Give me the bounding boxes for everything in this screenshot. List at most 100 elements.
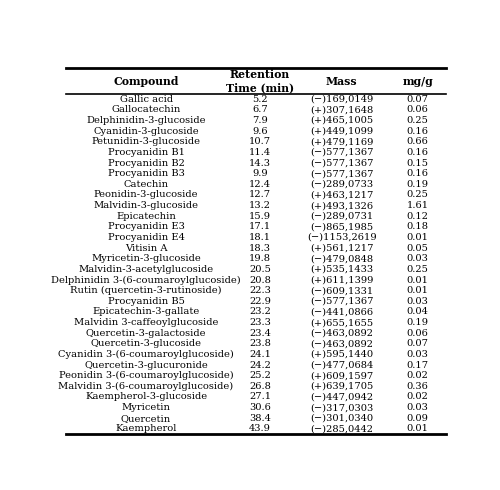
Text: (−)479,0848: (−)479,0848 [310, 254, 374, 263]
Text: 13.2: 13.2 [249, 201, 271, 210]
Text: (−)463,0892: (−)463,0892 [310, 329, 373, 338]
Text: 0.09: 0.09 [406, 414, 428, 423]
Text: (−)169,0149: (−)169,0149 [310, 95, 374, 104]
Text: 17.1: 17.1 [249, 222, 271, 231]
Text: 0.19: 0.19 [406, 180, 428, 189]
Text: 0.12: 0.12 [406, 212, 428, 220]
Text: (−)447,0942: (−)447,0942 [310, 392, 374, 401]
Text: (+)655,1655: (+)655,1655 [310, 318, 374, 327]
Text: Kaempherol-3-glucoside: Kaempherol-3-glucoside [85, 392, 207, 401]
Text: 5.2: 5.2 [252, 95, 268, 104]
Text: Procyanidin B1: Procyanidin B1 [108, 148, 184, 157]
Text: Epicatechin-3-gallate: Epicatechin-3-gallate [92, 307, 200, 317]
Text: 0.25: 0.25 [406, 116, 428, 125]
Text: 0.03: 0.03 [406, 350, 428, 359]
Text: (−)865,1985: (−)865,1985 [310, 222, 374, 231]
Text: 0.17: 0.17 [406, 361, 428, 369]
Text: Malvidin 3-(6-coumaroylglucoside): Malvidin 3-(6-coumaroylglucoside) [58, 382, 234, 391]
Text: 43.9: 43.9 [249, 424, 271, 433]
Text: 10.7: 10.7 [249, 137, 271, 146]
Text: Epicatechin: Epicatechin [116, 212, 176, 220]
Text: 24.2: 24.2 [249, 361, 271, 369]
Text: 22.3: 22.3 [249, 286, 271, 295]
Text: (+)535,1433: (+)535,1433 [310, 265, 374, 274]
Text: 0.02: 0.02 [406, 392, 428, 401]
Text: 11.4: 11.4 [249, 148, 271, 157]
Text: 0.01: 0.01 [406, 233, 428, 242]
Text: Vitisin A: Vitisin A [125, 244, 168, 253]
Text: 18.1: 18.1 [249, 233, 271, 242]
Text: 12.7: 12.7 [249, 191, 271, 199]
Text: 0.07: 0.07 [406, 339, 428, 348]
Text: 18.3: 18.3 [249, 244, 271, 253]
Text: (+)611,1399: (+)611,1399 [310, 275, 374, 285]
Text: (−)577,1367: (−)577,1367 [310, 148, 374, 157]
Text: Mass: Mass [326, 75, 358, 87]
Text: Cyanidin-3-glucoside: Cyanidin-3-glucoside [94, 126, 199, 136]
Text: 0.03: 0.03 [406, 403, 428, 412]
Text: Gallocatechin: Gallocatechin [112, 105, 181, 114]
Text: 9.6: 9.6 [252, 126, 268, 136]
Text: (−)289,0733: (−)289,0733 [310, 180, 374, 189]
Text: (−)477,0684: (−)477,0684 [310, 361, 374, 369]
Text: 0.66: 0.66 [406, 137, 428, 146]
Text: (−)441,0866: (−)441,0866 [310, 307, 374, 317]
Text: 0.36: 0.36 [406, 382, 428, 391]
Text: 0.07: 0.07 [406, 95, 428, 104]
Text: 0.18: 0.18 [406, 222, 428, 231]
Text: (+)479,1169: (+)479,1169 [310, 137, 374, 146]
Text: 0.25: 0.25 [406, 191, 428, 199]
Text: Quercetin-3-glucuronide: Quercetin-3-glucuronide [84, 361, 208, 369]
Text: 0.16: 0.16 [406, 126, 428, 136]
Text: (−)577,1367: (−)577,1367 [310, 169, 374, 178]
Text: 0.06: 0.06 [406, 329, 428, 338]
Text: 23.3: 23.3 [249, 318, 271, 327]
Text: 0.25: 0.25 [406, 265, 428, 274]
Text: (−)301,0340: (−)301,0340 [310, 414, 374, 423]
Text: 26.8: 26.8 [249, 382, 271, 391]
Text: (−)577,1367: (−)577,1367 [310, 297, 374, 306]
Text: Peonidin 3-(6-coumaroylglucoside): Peonidin 3-(6-coumaroylglucoside) [58, 371, 234, 380]
Text: (−)463,0892: (−)463,0892 [310, 339, 373, 348]
Text: 0.15: 0.15 [406, 159, 428, 168]
Text: Myricetin: Myricetin [122, 403, 170, 412]
Text: (+)639,1705: (+)639,1705 [310, 382, 374, 391]
Text: (+)449,1099: (+)449,1099 [310, 126, 374, 136]
Text: 23.2: 23.2 [249, 307, 271, 317]
Text: Rutin (quercetin-3-rutinoside): Rutin (quercetin-3-rutinoside) [70, 286, 222, 295]
Text: 12.4: 12.4 [249, 180, 271, 189]
Text: 0.01: 0.01 [406, 424, 428, 433]
Text: 38.4: 38.4 [249, 414, 271, 423]
Text: Cyanidin 3-(6-coumaroylglucoside): Cyanidin 3-(6-coumaroylglucoside) [58, 350, 234, 359]
Text: 19.8: 19.8 [249, 254, 271, 263]
Text: Gallic acid: Gallic acid [120, 95, 172, 104]
Text: Procyanidin E4: Procyanidin E4 [108, 233, 184, 242]
Text: 0.04: 0.04 [406, 307, 428, 317]
Text: mg/g: mg/g [402, 75, 433, 87]
Text: (+)609,1597: (+)609,1597 [310, 371, 374, 380]
Text: Kaempherol: Kaempherol [116, 424, 177, 433]
Text: Delphinidin-3-glucoside: Delphinidin-3-glucoside [86, 116, 206, 125]
Text: 24.1: 24.1 [249, 350, 271, 359]
Text: Malvidin-3-glucoside: Malvidin-3-glucoside [94, 201, 198, 210]
Text: 14.3: 14.3 [249, 159, 271, 168]
Text: 0.02: 0.02 [406, 371, 428, 380]
Text: 0.05: 0.05 [406, 244, 428, 253]
Text: Quercetin-3-galactoside: Quercetin-3-galactoside [86, 329, 206, 338]
Text: 0.01: 0.01 [406, 275, 428, 285]
Text: Procyanidin B2: Procyanidin B2 [108, 159, 184, 168]
Text: 0.19: 0.19 [406, 318, 428, 327]
Text: (−)285,0442: (−)285,0442 [310, 424, 373, 433]
Text: 20.8: 20.8 [249, 275, 271, 285]
Text: 0.16: 0.16 [406, 148, 428, 157]
Text: 20.5: 20.5 [249, 265, 271, 274]
Text: 15.9: 15.9 [249, 212, 271, 220]
Text: 0.03: 0.03 [406, 297, 428, 306]
Text: Retention
Time (min): Retention Time (min) [226, 69, 294, 93]
Text: 25.2: 25.2 [249, 371, 271, 380]
Text: Quercetin-3-glucoside: Quercetin-3-glucoside [90, 339, 202, 348]
Text: Petunidin-3-glucoside: Petunidin-3-glucoside [92, 137, 200, 146]
Text: Procyanidin B3: Procyanidin B3 [108, 169, 184, 178]
Text: 0.16: 0.16 [406, 169, 428, 178]
Text: Myricetin-3-glucoside: Myricetin-3-glucoside [91, 254, 201, 263]
